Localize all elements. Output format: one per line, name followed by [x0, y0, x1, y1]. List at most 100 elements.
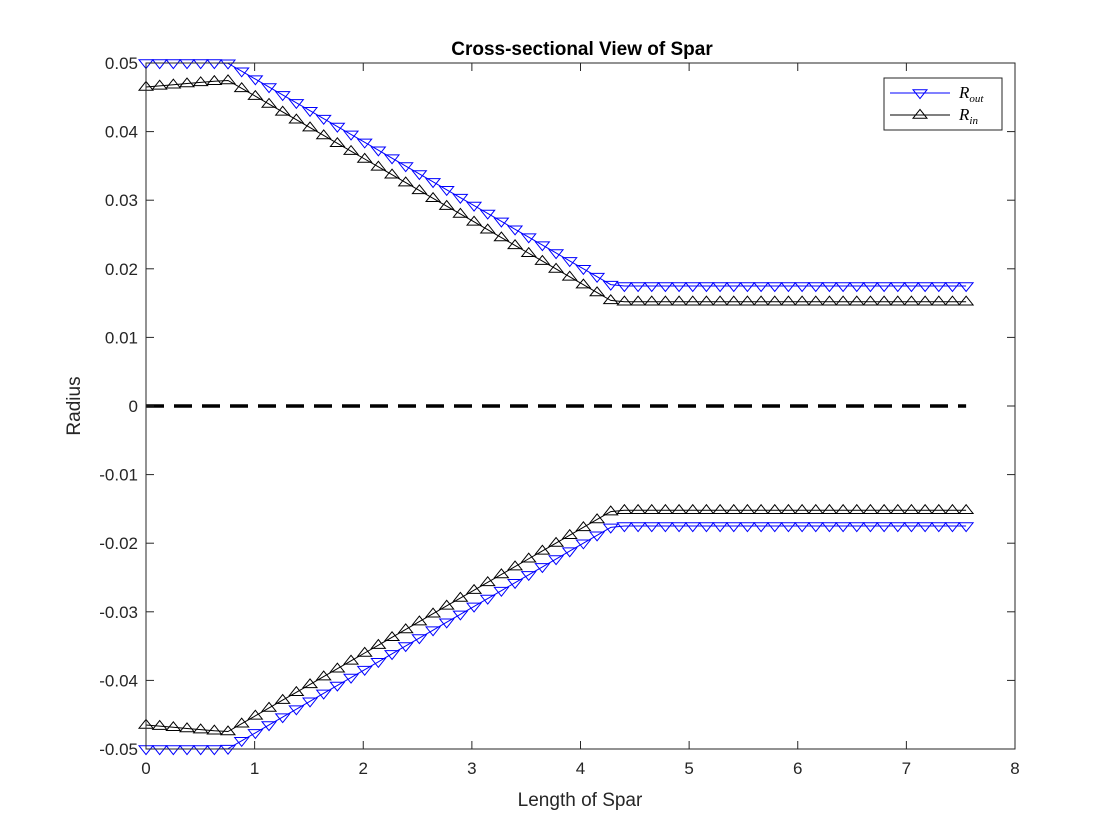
series-0-lower-marker-38	[657, 522, 674, 533]
series-1-upper-marker-16	[356, 152, 373, 163]
series-0-upper-marker-0	[137, 59, 155, 70]
series-1-upper-marker-32	[575, 278, 592, 289]
x-tick-label-4: 4	[576, 759, 585, 778]
series-0-lower-marker-51	[835, 522, 852, 533]
series-1-upper-marker-5	[206, 74, 223, 86]
series-0-upper-marker-21	[425, 178, 442, 189]
series-1-lower-marker-32	[575, 520, 592, 532]
series-0-upper-marker-60	[958, 282, 975, 293]
series-1-lower-marker-54	[876, 503, 893, 515]
series-1-upper-marker-20	[411, 184, 428, 195]
series-0-upper-marker-1	[151, 59, 168, 70]
series-1-lower-marker-4	[192, 723, 209, 734]
series-1-upper-marker-39	[671, 295, 688, 306]
series-0-lower-marker-49	[807, 522, 824, 533]
series-1-lower-marker-11	[288, 685, 305, 697]
series-0-upper-marker-36	[630, 282, 647, 293]
series-1-lower-marker-41	[698, 503, 715, 515]
series-0-upper-marker-52	[848, 282, 865, 293]
series-1-lower-marker-60	[958, 503, 975, 515]
series-1-lower-marker-23	[452, 591, 469, 602]
series-0-upper-marker-24	[466, 201, 483, 212]
series-0-lower-marker-2	[165, 745, 182, 756]
series-0-lower-marker-27	[507, 578, 524, 590]
series-0-upper-marker-56	[903, 282, 920, 293]
x-tick-label-7: 7	[902, 759, 911, 778]
series-1-upper-marker-59	[944, 295, 961, 306]
series-0-upper-marker-18	[383, 154, 401, 165]
series-1-upper-marker-18	[383, 168, 401, 179]
series-0-upper-marker-46	[766, 282, 783, 293]
series-1-upper-marker-38	[657, 295, 674, 306]
series-1-lower-marker-8	[247, 709, 264, 720]
series-0-lower-marker-40	[684, 522, 701, 533]
legend-label-0: Rout	[958, 83, 984, 105]
legend-label-1-sub: in	[969, 115, 978, 127]
series-1-lower-marker-5	[206, 724, 223, 735]
series-0-lower-marker-14	[329, 681, 346, 692]
series-0-upper-marker-2	[165, 59, 182, 70]
series-0-lower-marker-50	[821, 522, 838, 533]
series-1-upper-marker-52	[848, 295, 865, 306]
x-tick-label-2: 2	[359, 759, 368, 778]
series-0-upper-marker-7	[233, 67, 250, 78]
series-0-lower-marker-56	[903, 522, 920, 533]
series-1-upper-marker-50	[821, 295, 838, 306]
series-1-lower-marker-49	[807, 503, 824, 515]
series-0-upper-marker-6	[219, 59, 237, 70]
series-1-lower-marker-59	[944, 503, 961, 515]
series-0-lower-marker-23	[452, 610, 469, 621]
series-0-lower-marker-57	[917, 522, 934, 533]
series-0-upper-marker-32	[575, 265, 592, 276]
series-1-upper-marker-43	[725, 295, 742, 306]
series-0-lower-marker-35	[616, 522, 633, 533]
series-0-upper-marker-55	[889, 282, 906, 293]
series-0-lower-marker-19	[397, 642, 414, 653]
series-0-lower-marker-48	[794, 522, 811, 533]
series-0-lower-marker-24	[466, 602, 483, 613]
series-0-upper-marker-51	[835, 282, 852, 293]
series-0-upper-marker-19	[397, 162, 414, 173]
y-axis-label: Radius	[64, 376, 85, 435]
series-0-lower-marker-12	[301, 697, 319, 708]
series-1-lower-marker-42	[712, 503, 729, 515]
series-1-lower-marker-40	[684, 503, 701, 515]
series-0-upper-marker-8	[247, 75, 264, 86]
series-0-upper-marker-47	[780, 282, 797, 293]
series-1-upper-marker-27	[507, 239, 524, 250]
series-1-lower-marker-21	[425, 607, 442, 618]
series-0-upper-marker-13	[315, 114, 332, 125]
x-tick-label-5: 5	[684, 759, 693, 778]
series-1-lower-marker-28	[520, 552, 537, 563]
series-1-upper-marker-54	[876, 295, 893, 306]
series-1-upper-marker-8	[247, 89, 264, 100]
series-0-lower-marker-37	[643, 522, 660, 533]
series-0-upper-marker-50	[821, 282, 838, 293]
legend-label-0-sub: out	[969, 93, 984, 105]
series-0-upper-marker-20	[411, 170, 428, 181]
series-0-upper-marker-44	[739, 282, 756, 293]
series-0-upper-marker-54	[876, 282, 893, 293]
series-0-upper-marker-9	[260, 83, 278, 94]
series-0-upper-marker-49	[807, 282, 824, 293]
series-0-upper-marker-31	[561, 257, 578, 268]
series-0-upper-marker-39	[671, 282, 688, 293]
series-1-lower-marker-3	[178, 722, 196, 733]
x-tick-label-0: 0	[141, 759, 150, 778]
series-1-upper-marker-57	[917, 295, 934, 306]
series-1-upper-marker-53	[862, 295, 879, 306]
series-1-upper-marker-34	[602, 294, 619, 305]
series-1-upper-marker-33	[589, 286, 606, 297]
series-0-lower-marker-46	[766, 522, 783, 533]
series-0-lower-marker-34	[602, 523, 619, 534]
series-1-lower-marker-36	[630, 503, 647, 515]
series-1-upper-marker-60	[958, 295, 975, 306]
y-tick-label-1: -0.04	[99, 671, 138, 690]
series-0-upper-marker-22	[438, 186, 455, 197]
series-0-upper-marker-53	[862, 282, 879, 293]
series-1-lower-marker-17	[370, 638, 387, 649]
series-0-lower-marker-30	[548, 555, 565, 566]
series-0-lower-marker-13	[315, 689, 332, 700]
series-0-lower-marker-59	[944, 522, 961, 533]
series-1-upper-marker-41	[698, 295, 715, 306]
